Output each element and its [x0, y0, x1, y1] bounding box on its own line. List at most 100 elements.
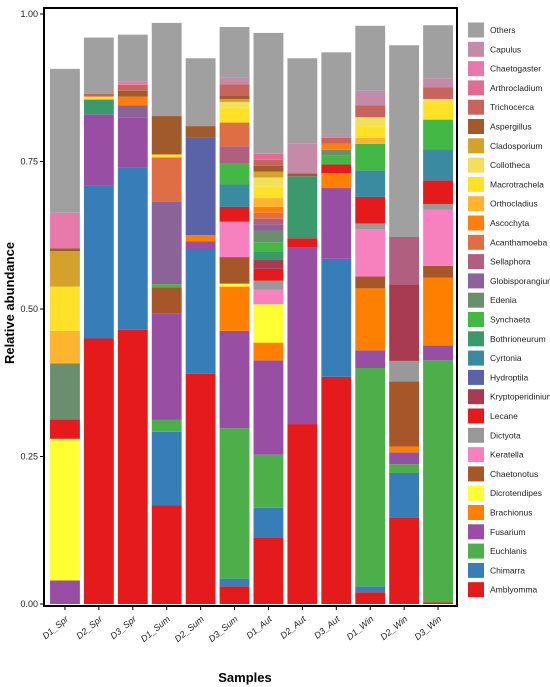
legend-label: Aspergillus — [490, 122, 532, 132]
legend-label: Lecane — [490, 411, 518, 421]
bar-segment-d2-sum-chimarra — [185, 250, 216, 374]
bar-segment-d2-win-dictyota — [389, 360, 420, 382]
legend-item-hydroptila: Hydroptila — [468, 369, 529, 385]
legend-label: Synchaeta — [490, 315, 530, 325]
plot-frame — [43, 7, 458, 607]
legend-swatch — [468, 485, 484, 501]
bar-segment-d2-sum-aspergillus — [185, 126, 216, 138]
x-tick-label: D3_Spr — [108, 613, 139, 641]
bar-segment-d3-sum-acanthamoeba — [219, 122, 250, 147]
legend-swatch — [468, 582, 484, 598]
legend-label: Amblyomma — [490, 585, 538, 595]
legend-item-ascochyta: Ascochyta — [468, 215, 529, 231]
bar-segment-d1-spr-others — [50, 68, 80, 213]
legend-item-bothrioneurum: Bothrioneurum — [468, 331, 546, 347]
bar-segment-d3-aut-brachionus — [321, 173, 352, 189]
bar-segment-d2-win-fusarium — [389, 452, 420, 465]
y-axis: 0.00 0.25 0.50 0.75 1.00 — [20, 9, 44, 609]
bar-segment-d1-aut-amblyomma — [253, 537, 284, 604]
bar-segment-d3-spr-trichocerca — [117, 84, 148, 91]
legend-swatch — [468, 273, 484, 289]
bar-segment-d1-spr-fusarium — [50, 580, 80, 604]
legend-label: Kryptoperidinium — [490, 392, 550, 402]
bar-segment-d1-aut-euchlanis — [253, 454, 284, 508]
bar-segment-d2-aut-capulus — [287, 143, 318, 174]
bar-segment-d2-spr-chimarra — [83, 185, 114, 339]
y-tick-label: 1.00 — [20, 9, 38, 19]
legend-item-dicrotendipes: Dicrotendipes — [468, 485, 542, 501]
bar-segment-d3-sum-brachionus — [219, 286, 250, 331]
legend-label: Euchlanis — [490, 546, 527, 556]
bar-segment-d3-sum-aspergillus — [219, 96, 250, 99]
bar-segment-d2-win-chimarra — [389, 473, 420, 518]
bar-segment-d2-sum-fusarium — [185, 241, 216, 250]
legend-item-acanthamoeba: Acanthamoeba — [468, 234, 547, 250]
bar-segment-d1-win-keratella — [355, 229, 386, 277]
bar-segment-d1-win-capulus — [355, 90, 386, 106]
bar-segment-d2-aut-amblyomma — [287, 424, 318, 604]
legend-label: Collotheca — [490, 160, 530, 170]
bar-segment-d2-sum-brachionus — [185, 235, 216, 242]
bar-segment-d1-aut-ascochyta — [253, 206, 284, 213]
bar-segment-d1-sum-macrotrachela — [151, 154, 182, 158]
bar-segment-d1-spr-edenia — [50, 363, 80, 420]
bar-segment-d3-sum-keratella — [219, 221, 250, 258]
bar-segment-d3-win-chaetonotus — [423, 265, 453, 278]
bar-segment-d1-win-trichocerca — [355, 105, 386, 118]
legend-swatch — [468, 427, 484, 443]
x-tick-label: D2_Win — [379, 614, 410, 642]
x-tick-label: D2_Aut — [278, 614, 308, 641]
bar-segment-d3-aut-others — [321, 52, 352, 135]
legend-swatch — [468, 254, 484, 270]
bar-segment-d2-aut-lecane — [287, 238, 318, 248]
bar-segment-d1-aut-dictyota — [253, 280, 284, 290]
bar-segment-d3-sum-cladosporium — [219, 98, 250, 102]
bar-segment-d3-win-synchaeta — [423, 119, 453, 150]
bar-segment-d1-aut-globisporangium — [253, 224, 284, 231]
x-tick-label: D3_Aut — [312, 614, 342, 641]
bar-segment-d1-aut-cladosporium — [253, 171, 284, 178]
bar-segment-d2-sum-hydroptila — [185, 137, 216, 236]
bar-segment-d3-spr-amblyomma — [117, 329, 148, 604]
bar-segment-d1-spr-aspergillus — [50, 248, 80, 252]
legend-label: Sellaphora — [490, 257, 531, 267]
bar-segment-d3-sum-macrotrachela — [219, 107, 250, 123]
legend-swatch — [468, 41, 484, 57]
legend-item-sellaphora: Sellaphora — [468, 254, 531, 270]
legend-item-edenia: Edenia — [468, 292, 517, 308]
legend-swatch — [468, 447, 484, 463]
bar-segment-d1-spr-cladosporium — [50, 251, 80, 287]
bar-segment-d3-sum-cyrtonia — [219, 184, 250, 207]
legend-label: Chaetogaster — [490, 64, 541, 74]
bar-segment-d1-win-fusarium — [355, 350, 386, 368]
bar-segment-d1-aut-kryptoperidinium — [253, 260, 284, 269]
bar-segment-d2-win-brachionus — [389, 446, 420, 453]
legend-label: Trichocerca — [490, 102, 534, 112]
bar-segment-d1-aut-brachionus — [253, 342, 284, 361]
legend-swatch — [468, 157, 484, 173]
y-tick-label: 0.25 — [20, 452, 38, 462]
bar-segment-d2-spr-macrotrachela — [83, 96, 114, 100]
legend-item-macrotrachela: Macrotrachela — [468, 176, 544, 192]
bar-segment-d3-sum-amblyomma — [219, 586, 250, 604]
bar-segment-d2-aut-bothrioneurum — [287, 176, 318, 239]
bar-segment-d3-win-amblyomma — [423, 602, 453, 604]
x-tick-label: D1_Aut — [244, 614, 274, 641]
bar-segment-d3-aut-capulus — [321, 134, 352, 138]
legend-item-aspergillus: Aspergillus — [468, 119, 532, 134]
bar-segment-d3-win-others — [423, 25, 453, 79]
bar-segment-d1-win-synchaeta — [355, 143, 386, 171]
legend-swatch — [468, 369, 484, 385]
bar-segment-d3-sum-others — [219, 26, 250, 78]
bar-segment-d3-spr-fusarium — [117, 117, 148, 168]
legend: Others Capulus Chaetogaster Arthrocladium Tr… — [468, 22, 550, 598]
bar-segment-d2-win-euchlanis — [389, 464, 420, 474]
bar-segment-d3-win-euchlanis — [423, 360, 453, 603]
legend-item-brachionus: Brachionus — [468, 505, 533, 520]
legend-item-chimarra: Chimarra — [468, 562, 525, 578]
legend-item-orthocladius: Orthocladius — [468, 196, 538, 212]
legend-item-synchaeta: Synchaeta — [468, 312, 530, 327]
bar-segment-d3-win-trichocerca — [423, 87, 453, 99]
bar-segment-d1-win-dictyota — [355, 223, 386, 230]
bar-segment-d1-aut-collotheca — [253, 177, 284, 187]
